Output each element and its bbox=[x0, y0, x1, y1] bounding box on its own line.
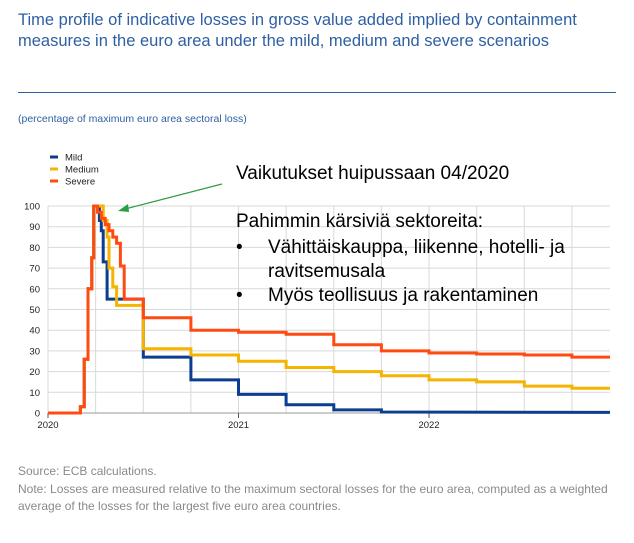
bullet-dot-icon: • bbox=[236, 237, 243, 258]
annotation-arrow bbox=[118, 183, 223, 212]
chart-title: Time profile of indicative losses in gro… bbox=[18, 11, 577, 50]
annotation-bullet: • Vähittäiskauppa, liikenne, hotelli- ja… bbox=[236, 236, 606, 284]
legend-label: Medium bbox=[65, 165, 99, 176]
legend-label: Severe bbox=[65, 177, 95, 188]
source-note: Source: ECB calculations. bbox=[18, 464, 157, 478]
y-tick-label: 40 bbox=[29, 326, 40, 337]
chart-grid bbox=[47, 205, 610, 414]
legend-label: Mild bbox=[65, 153, 82, 164]
footnote: Note: Losses are measured relative to th… bbox=[18, 482, 608, 513]
y-tick-label: 70 bbox=[29, 264, 40, 275]
annotation-bullet: • Myös teollisuus ja rakentaminen bbox=[236, 284, 606, 308]
y-tick-label: 80 bbox=[29, 243, 40, 254]
y-tick-label: 20 bbox=[29, 367, 40, 378]
x-tick-label: 2021 bbox=[228, 420, 249, 431]
arrow-head-icon bbox=[118, 204, 129, 212]
annotation-bullet-text: Vähittäiskauppa, liikenne, hotelli- ja r… bbox=[268, 237, 565, 282]
annotation-title: Vaikutukset huipussaan 04/2020 bbox=[236, 163, 510, 184]
bullet-dot-icon: • bbox=[236, 285, 243, 306]
y-tick-label: 60 bbox=[29, 284, 40, 295]
y-tick-label: 30 bbox=[29, 346, 40, 357]
y-tick-label: 90 bbox=[29, 222, 40, 233]
x-tick-label: 2020 bbox=[37, 420, 58, 431]
chart-subtitle: (percentage of maximum euro area sectora… bbox=[18, 113, 247, 125]
annotation-heading: Pahimmin kärsiviä sektoreita: bbox=[236, 211, 484, 232]
annotation-bullets: • Vähittäiskauppa, liikenne, hotelli- ja… bbox=[236, 236, 606, 308]
y-tick-label: 0 bbox=[35, 409, 40, 420]
series-line-severe bbox=[48, 204, 610, 415]
y-tick-label: 100 bbox=[24, 202, 40, 213]
y-tick-label: 10 bbox=[29, 388, 40, 399]
arrow-shaft bbox=[124, 183, 223, 210]
annotation-bullet-text: Myös teollisuus ja rakentaminen bbox=[268, 285, 539, 306]
chart-series bbox=[48, 204, 611, 415]
title-divider bbox=[18, 92, 616, 93]
x-tick-label: 2022 bbox=[418, 420, 439, 431]
y-tick-label: 50 bbox=[29, 305, 40, 316]
